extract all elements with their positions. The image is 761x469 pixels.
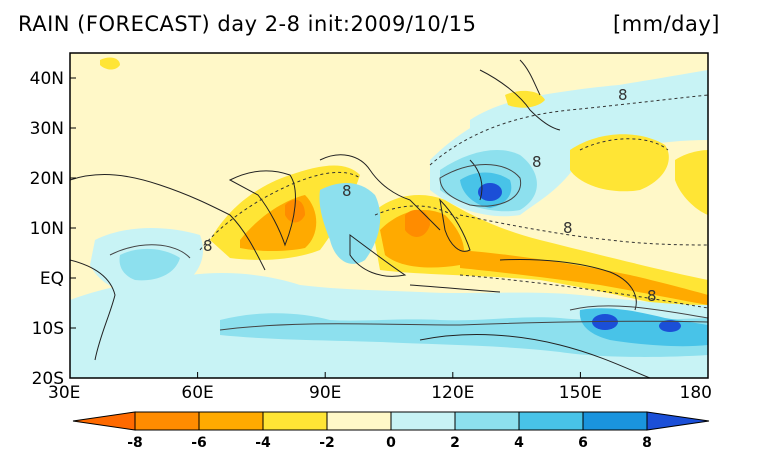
dry-region-equatorial-band (460, 250, 708, 305)
dry-region-north-china (505, 90, 545, 108)
colorbar: -8 -6 -4 -2 0 2 4 6 8 (72, 411, 710, 451)
lon-tick-label: 120E (431, 383, 474, 403)
lat-tick-label: EQ (40, 269, 64, 289)
colorbar-label: -6 (191, 435, 207, 451)
japan-coast (519, 59, 541, 96)
wet-region-bay-of-bengal (319, 183, 381, 264)
contour-label: 8 (532, 153, 542, 171)
dashed-contours (199, 94, 708, 309)
colorbar-label: -8 (127, 435, 143, 451)
lat-tick-label: 20N (30, 169, 64, 189)
lat-tick-label: 20S (32, 369, 64, 389)
colorbar-label: 6 (578, 435, 588, 451)
plot-frame (69, 52, 709, 379)
colorbar-label: 4 (514, 435, 524, 451)
contour-label-group: 8 8 8 8 8 8 (203, 86, 657, 305)
colorbar-label: 2 (450, 435, 460, 451)
dry-region-arabia (100, 57, 120, 70)
lat-tick-label: 10N (30, 219, 64, 239)
colorbar-segment (582, 411, 648, 431)
contour-label: 8 (647, 287, 657, 305)
rainfall-field (70, 53, 708, 378)
east-asia-coast (479, 69, 561, 131)
lat-tick-label: 30N (30, 119, 64, 139)
colorbar-segment (198, 411, 264, 431)
colorbar-label: 0 (386, 435, 396, 451)
contour-label: 8 (203, 237, 213, 255)
colorbar-segment (518, 411, 584, 431)
lat-tick-label: 10S (32, 319, 64, 339)
colorbar-segment (326, 411, 392, 431)
wet-max-south-2 (659, 320, 681, 332)
colorbar-segment (72, 411, 136, 431)
colorbar-segment (454, 411, 520, 431)
lon-tick-label: 90E (309, 383, 341, 403)
colorbar-segment (646, 411, 710, 431)
dry-region-maritime-core (380, 210, 465, 268)
india-coast (228, 170, 296, 247)
lon-tick-label: 180 (680, 383, 712, 403)
australia-coast (419, 334, 651, 378)
map-title: RAIN (FORECAST) day 2-8 init:2009/10/15 (18, 12, 477, 36)
wet-max-pacific (478, 183, 502, 201)
colorbar-label: 8 (642, 435, 652, 451)
colorbar-segment (390, 411, 456, 431)
units-label: [mm/day] (613, 12, 721, 36)
colorbar-segment (262, 411, 328, 431)
contour-label: 8 (618, 86, 628, 104)
lon-tick-label: 150E (559, 383, 602, 403)
colorbar-label: -4 (255, 435, 271, 451)
sumatra-coast (349, 234, 407, 277)
coastlines (70, 59, 651, 378)
new-guinea-coast (499, 259, 637, 311)
dry-region-india-max (285, 199, 305, 223)
solid-contours (109, 164, 708, 331)
lon-tick-label: 30E (48, 383, 80, 403)
colorbar-label: -2 (319, 435, 335, 451)
lon-tick-label: 60E (181, 383, 213, 403)
dry-region-east-edge (675, 150, 708, 215)
wet-region-west-indian-core (119, 248, 180, 281)
java-coast (409, 284, 501, 293)
dry-region-maritime-max (405, 209, 430, 237)
indochina-coast (319, 154, 441, 231)
longitude-axis: 30E 60E 90E 120E 150E 180 (48, 372, 712, 403)
latitude-axis: 40N 30N 20N 10N EQ 10S 20S (30, 69, 76, 389)
title-bar: RAIN (FORECAST) day 2-8 init:2009/10/15 … (0, 0, 761, 50)
contour-label: 8 (342, 182, 352, 200)
wet-max-south-1 (592, 314, 618, 330)
east-africa-coast (70, 259, 116, 361)
wet-region-northwest-pacific (470, 80, 708, 140)
lat-tick-label: 40N (30, 69, 64, 89)
contour-label: 8 (563, 219, 573, 237)
dry-region-northeast-pacific (570, 134, 669, 192)
africa-arabia-coast (70, 174, 266, 271)
colorbar-segment (134, 411, 200, 431)
philippines-coast (469, 159, 483, 201)
